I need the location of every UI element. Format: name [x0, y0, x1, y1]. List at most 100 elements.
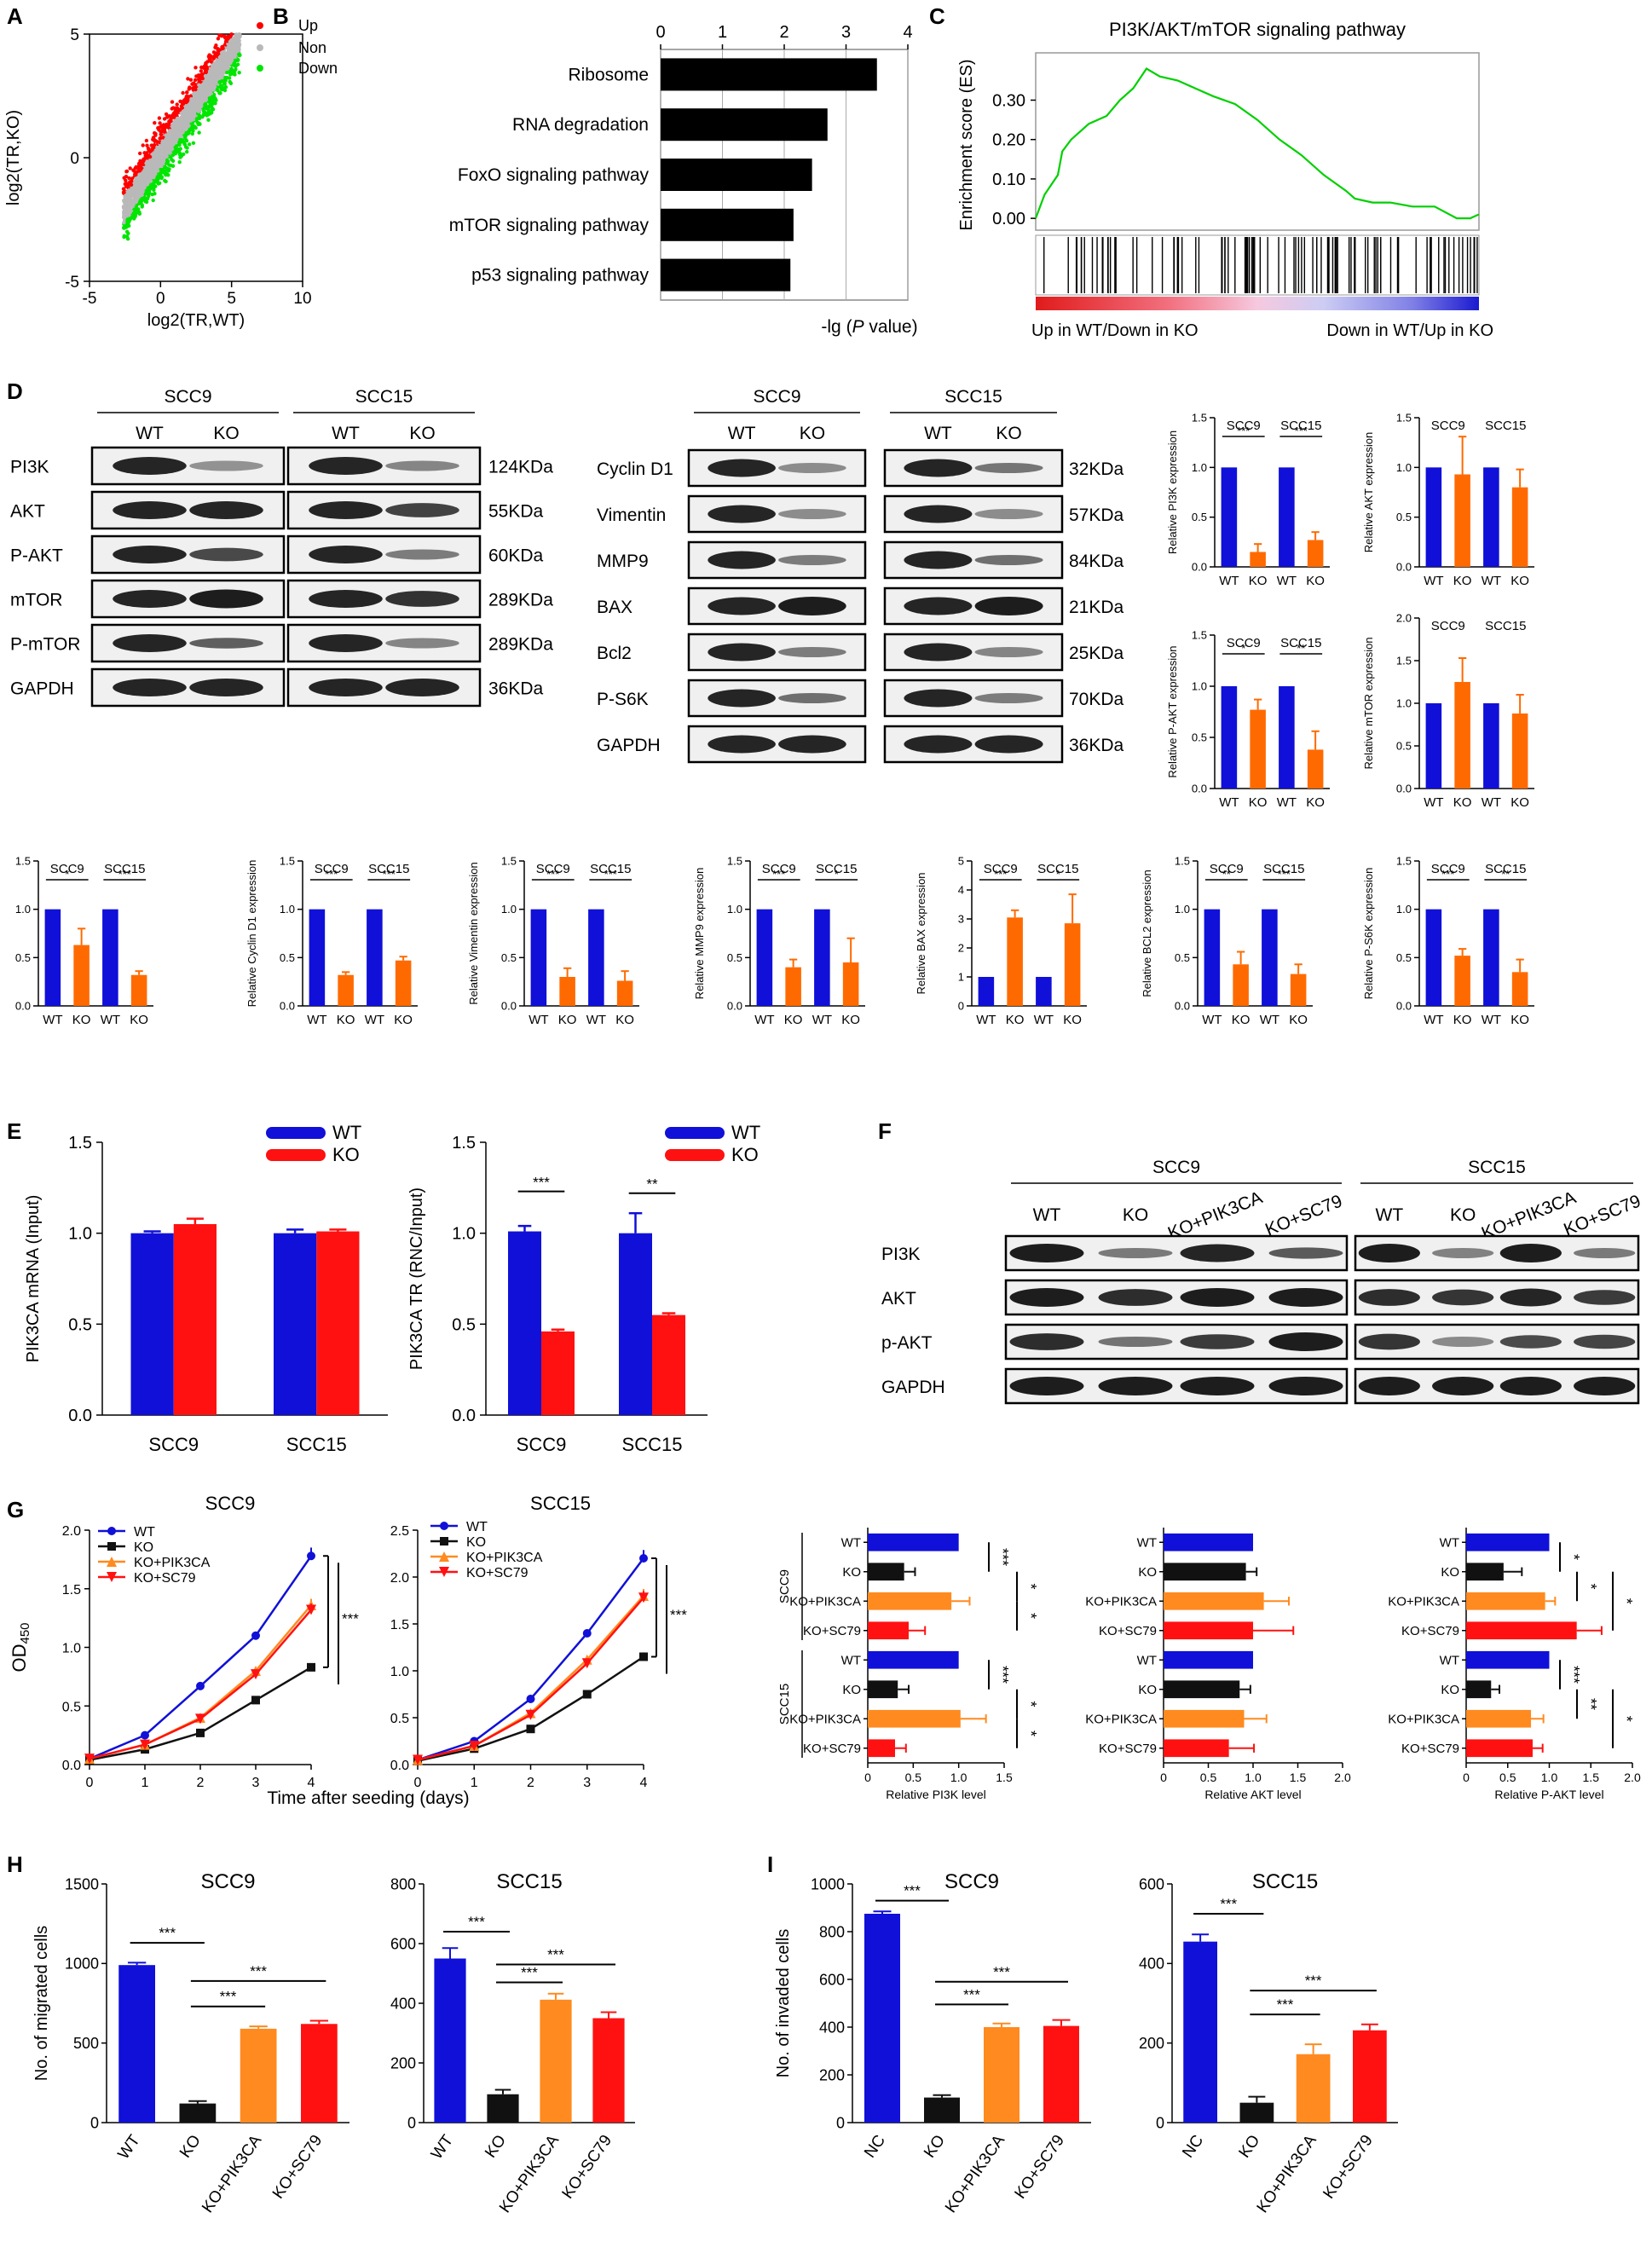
scatter-point-non [149, 170, 153, 174]
scatter-point-down [223, 85, 228, 90]
blot-band [1180, 1334, 1255, 1349]
category-label: KO [1232, 1013, 1251, 1027]
legend-label: WT [134, 1525, 155, 1540]
group-label: SCC15 [1485, 419, 1526, 433]
y-axis-label: log2(TR,KO) [4, 110, 23, 205]
scatter-point-down [237, 71, 241, 75]
scatter-point-non [130, 194, 135, 199]
scatter-point-down [166, 173, 170, 177]
scatter-point-non [234, 32, 239, 37]
scatter-point-down [185, 149, 189, 154]
sig-label: *** [159, 1925, 176, 1941]
blot-band [1574, 1377, 1636, 1395]
y-tick-label: 500 [73, 2035, 99, 2052]
y-tick-label: 1.0 [727, 903, 742, 916]
blot-band [1098, 1289, 1173, 1306]
bar [661, 258, 791, 292]
sig-label: * [1022, 1583, 1039, 1589]
blot-band [1180, 1244, 1255, 1262]
blot-band [974, 462, 1043, 474]
category-label: SCC15 [286, 1434, 347, 1455]
scatter-point-up [204, 62, 208, 67]
bar [984, 2027, 1020, 2123]
bar [1204, 909, 1221, 1006]
bar [868, 1650, 959, 1669]
sig-label: *** [993, 1964, 1010, 1980]
y-tick-label: 0.0 [1192, 783, 1207, 795]
blot-kda-label: 21KDa [1069, 598, 1124, 617]
x-axis-label: Relative P-AKT level [1494, 1788, 1603, 1801]
bar [1239, 2102, 1274, 2123]
bar-chart-D-BCL2: 0.0 0.5 1.0 1.5 Relative BCL2 expression WT KO… [1141, 855, 1313, 1027]
category-label: KO [1289, 1013, 1308, 1027]
scatter-point-up [134, 165, 138, 170]
y-tick-label: 1.0 [501, 903, 517, 916]
x-tick-label: 4 [903, 23, 912, 42]
scatter-point-up [192, 81, 196, 85]
scatter-point-up [217, 48, 222, 52]
bar [1164, 1680, 1240, 1699]
blot-band [974, 735, 1043, 754]
bar-chart-I-SCC9: 0 200 400 600 800 1000 No. of invaded cells SCC… [774, 1870, 1091, 2216]
rank-bar [1036, 297, 1479, 310]
scatter-point-down [122, 226, 126, 230]
scatter-point-non [188, 109, 193, 114]
category-label: KO+PIK3CA [1085, 1594, 1157, 1609]
blot-band [1358, 1244, 1420, 1262]
scatter-point-up [185, 90, 189, 95]
blot-band [385, 549, 459, 560]
cell-line-label: SCC9 [753, 387, 800, 407]
blot-band [309, 634, 383, 652]
scatter-point-up [130, 176, 135, 181]
y-tick-label: 1.5 [727, 855, 742, 868]
sig-label: * [1618, 1716, 1635, 1722]
bar [1164, 1739, 1229, 1758]
scatter-point-down [165, 158, 170, 163]
marker [440, 1537, 448, 1545]
y-tick-label: 200 [1139, 2035, 1164, 2052]
scatter-point-down [221, 86, 225, 90]
y-tick-label: 1.0 [1396, 903, 1412, 916]
legend-label: KO+PIK3CA [134, 1556, 211, 1570]
scatter-point-down [146, 196, 150, 201]
category-label: KO [394, 1013, 413, 1027]
y-axis-label: Relative Cyclin D1 expression [245, 860, 258, 1008]
blot-kda-label: 57KDa [1069, 506, 1124, 525]
y-axis-label: Relative Vimentin expression [467, 862, 480, 1004]
x-axis-label-g: Time after seeding (days) [267, 1788, 469, 1808]
blot-band [904, 689, 973, 708]
y-tick-label: 1500 [65, 1875, 99, 1892]
scatter-point-down [152, 186, 156, 190]
bar [1425, 909, 1442, 1006]
scatter-point-non [172, 121, 176, 125]
category-label: KO+SC79 [1099, 1624, 1157, 1638]
scatter-point-non [215, 70, 220, 74]
y-tick-label: 0.0 [62, 1759, 81, 1773]
bar [1466, 1709, 1532, 1728]
scatter-point-up [165, 122, 169, 127]
scatter-point-down [144, 199, 149, 205]
scatter-point-down [177, 160, 182, 165]
category-label: WT [365, 1013, 384, 1027]
category-label: KO [337, 1013, 355, 1027]
scatter-point-up [216, 37, 221, 41]
blot-band [113, 457, 187, 475]
legend-label: WT [332, 1122, 361, 1143]
bar [1036, 977, 1052, 1006]
panel-letter-G: G [7, 1497, 24, 1522]
bar-chart-D-mTOR: 0.0 0.5 1.0 1.5 2.0 Relative mTOR expression W… [1362, 612, 1534, 810]
x-tick-label: 1.5 [1583, 1771, 1600, 1784]
blot-band [974, 508, 1043, 520]
y-tick-label: 0.5 [1396, 951, 1412, 964]
bar [592, 2018, 625, 2123]
blot-band [309, 590, 383, 608]
lane-label: KO [1450, 1205, 1476, 1225]
x-tick-label: 1.5 [996, 1771, 1013, 1784]
sig-label: *** [994, 1666, 1011, 1684]
y-tick-label: 600 [390, 1935, 416, 1952]
bar [1466, 1533, 1550, 1551]
bar-chart-b: 0 1 2 3 4 Ribosome RNA degradation FoxO signali… [449, 23, 918, 337]
blot-band [974, 597, 1043, 615]
bar-chart-D-P-S6K: 0.0 0.5 1.0 1.5 Relative P-S6K expression WT K… [1362, 855, 1534, 1027]
